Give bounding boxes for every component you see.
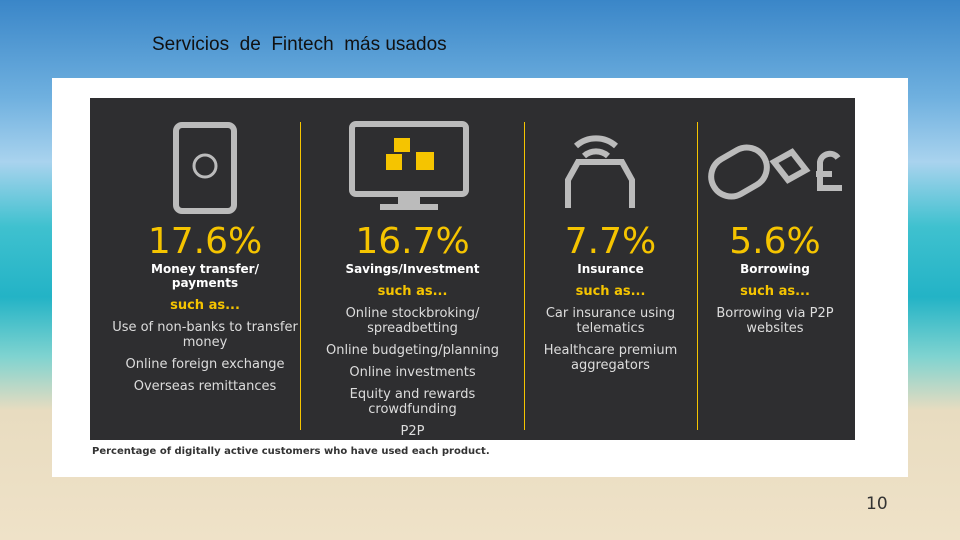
- category-label: Borrowing: [740, 262, 810, 276]
- example-item: Online stockbroking/ spreadbetting: [345, 306, 480, 336]
- such-as: such as...: [377, 284, 448, 299]
- such-as: such as...: [740, 284, 810, 299]
- divider: [524, 122, 525, 430]
- phone-icon: [173, 122, 237, 214]
- example-item: P2P: [400, 424, 425, 439]
- page-number: 10: [866, 494, 888, 514]
- percentage: 7.7%: [564, 221, 657, 262]
- column: 16.7% Savings/Investment such as... Online …: [305, 221, 520, 440]
- such-as: such as...: [170, 298, 240, 313]
- example-item: Online budgeting/planning: [325, 343, 500, 358]
- divider: [300, 122, 301, 430]
- category-label: Savings/Investment: [345, 262, 480, 276]
- mouse-icon: [708, 144, 842, 200]
- example-item: Borrowing via P2P websites: [716, 306, 834, 336]
- column: 5.6% Borrowing such as... Borrowing via P2P…: [700, 221, 850, 337]
- example-item: Car insurance using telematics: [545, 306, 676, 336]
- example-item: Healthcare premium aggregators: [543, 343, 678, 373]
- example-item: Online foreign exchange: [125, 357, 285, 372]
- caption: Percentage of digitally active customers…: [92, 446, 490, 457]
- percentage: 16.7%: [355, 221, 470, 262]
- example-item: Use of non-banks to transfer money: [112, 320, 298, 350]
- percentage: 17.6%: [147, 221, 263, 262]
- such-as: such as...: [575, 284, 646, 299]
- slide-title: Servicios de Fintech más usados: [152, 34, 447, 55]
- category-label: Insurance: [577, 262, 644, 276]
- car-icon: [565, 135, 635, 208]
- percentage: 5.6%: [729, 221, 821, 262]
- column: 7.7% Insurance such as... Car insurance usi…: [528, 221, 693, 374]
- category-label: Money transfer/ payments: [151, 262, 259, 290]
- example-item: Overseas remittances: [133, 379, 277, 394]
- column: 17.6% Money transfer/ payments such as... U…: [100, 221, 310, 395]
- monitor-icon: [349, 121, 469, 210]
- divider: [697, 122, 698, 430]
- example-item: Equity and rewards crowdfunding: [349, 387, 476, 417]
- example-item: Online investments: [349, 365, 476, 380]
- icons: [173, 121, 842, 214]
